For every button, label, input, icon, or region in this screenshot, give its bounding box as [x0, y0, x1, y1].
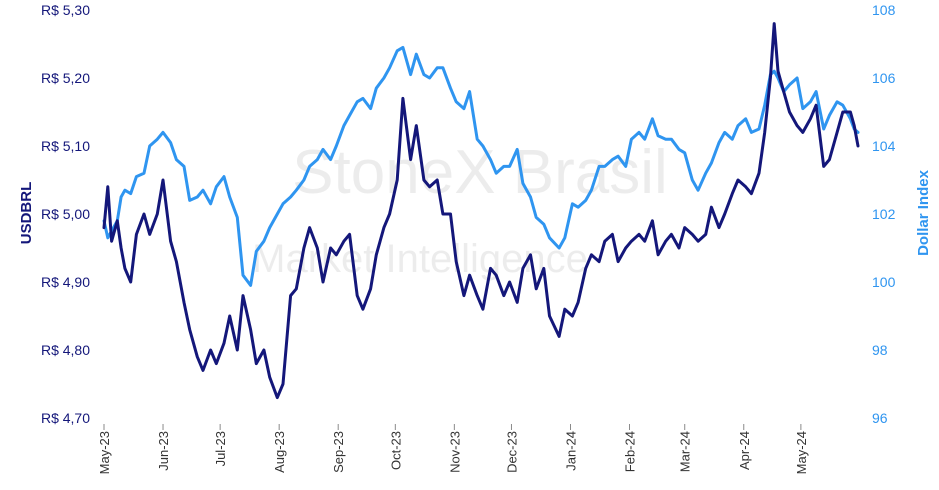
x-tick-label: Jul-23	[213, 431, 228, 466]
left-y-axis: R$ 4,70 R$ 4,80 R$ 4,90 R$ 5,00 R$ 5,10 R$ 5,…	[41, 2, 90, 426]
x-tick-label: Feb-24	[623, 431, 638, 472]
x-tick-label: Jun-23	[156, 431, 171, 471]
series-layer	[102, 22, 860, 400]
right-y-tick-label: 96	[872, 410, 888, 426]
x-tick-label: Nov-23	[447, 431, 462, 473]
x-axis: May-23 Jun-23 Jul-23 Aug-23 Sep-23 Oct-23 Nov-…	[97, 424, 809, 474]
right-y-tick-label: 102	[872, 206, 896, 222]
x-tick-label: May-24	[794, 431, 809, 474]
x-tick-label: Aug-23	[272, 431, 287, 473]
usdbrl-series-line	[102, 22, 860, 400]
x-tick-label: Mar-24	[678, 431, 693, 472]
left-y-tick-label: R$ 5,10	[41, 138, 90, 154]
x-tick-label: Dec-23	[504, 431, 519, 473]
left-y-tick-label: R$ 4,90	[41, 274, 90, 290]
x-tick-label: Apr-24	[737, 431, 752, 470]
right-y-tick-label: 100	[872, 274, 896, 290]
right-y-tick-label: 106	[872, 70, 896, 86]
x-tick-label: Jan-24	[563, 431, 578, 471]
x-tick-label: May-23	[97, 431, 112, 474]
x-tick-label: Oct-23	[388, 431, 403, 470]
dollar-index-series-line	[102, 45, 860, 287]
x-tick-label: Sep-23	[331, 431, 346, 473]
watermark: StoneX Brasil Market Intelligence	[252, 138, 668, 281]
left-y-tick-label: R$ 4,70	[41, 410, 90, 426]
watermark-line-1: StoneX Brasil	[292, 138, 668, 207]
left-y-tick-label: R$ 5,00	[41, 206, 90, 222]
left-axis-title: USDBRL	[18, 182, 35, 245]
right-y-axis: 96 98 100 102 104 106 108	[872, 2, 896, 426]
left-y-tick-label: R$ 4,80	[41, 342, 90, 358]
left-y-tick-label: R$ 5,20	[41, 70, 90, 86]
left-y-tick-label: R$ 5,30	[41, 2, 90, 18]
right-y-tick-label: 104	[872, 138, 896, 154]
right-y-tick-label: 98	[872, 342, 888, 358]
right-y-tick-label: 108	[872, 2, 896, 18]
right-axis-title: Dollar Index	[915, 169, 932, 256]
